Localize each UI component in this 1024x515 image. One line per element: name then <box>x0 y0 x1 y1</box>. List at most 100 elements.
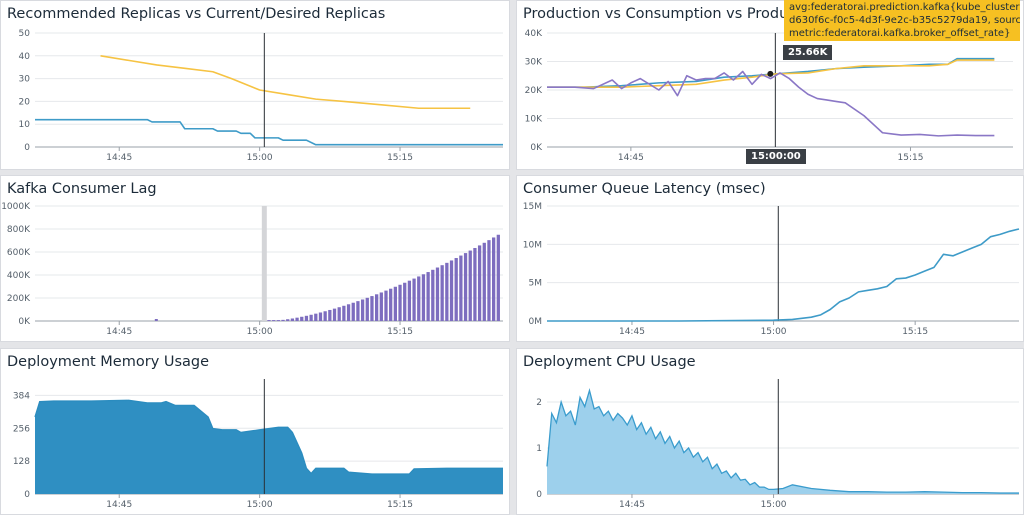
lag-bar <box>449 260 454 321</box>
x-tick-label: 15:00 <box>247 153 273 163</box>
tooltip-line-3: metric:federatorai.kafka.broker_offset_r… <box>789 28 1011 39</box>
x-tick-label: 15:15 <box>902 327 928 337</box>
lag-bar <box>459 255 463 321</box>
lag-bar <box>417 276 421 321</box>
highlight-band <box>261 206 267 321</box>
lag-bar <box>286 319 290 321</box>
lag-bar <box>492 237 496 321</box>
memory-panel: Deployment Memory Usage 0 128 256 384 14:45 1… <box>0 348 510 515</box>
lag-bar <box>487 240 491 321</box>
latency-chart[interactable]: 0M 5M 10M 15M 14:45 15:00 15:15 <box>517 176 1024 342</box>
hover-value-tag: 25.66K <box>783 45 833 60</box>
x-tick-label: 14:45 <box>619 500 645 510</box>
lag-bar <box>328 309 332 321</box>
y-tick-label: 400K <box>7 271 31 281</box>
lag-bar <box>304 315 309 321</box>
latency-title: Consumer Queue Latency (msec) <box>523 181 766 197</box>
lag-bar <box>314 313 318 321</box>
x-tick-label: 15:00 <box>761 327 787 337</box>
y-tick-label: 15M <box>523 202 542 212</box>
cpu-chart[interactable]: 0 1 2 14:45 15:00 <box>517 349 1024 515</box>
x-tick-label: 15:15 <box>898 153 924 163</box>
lag-bar <box>365 297 369 321</box>
y-tick-label: 0K <box>18 317 31 327</box>
lag-bar <box>403 282 407 321</box>
y-tick-label: 1 <box>536 444 542 454</box>
lag-bar <box>375 294 379 321</box>
y-tick-label: 5M <box>529 279 543 289</box>
lag-bar <box>389 288 393 321</box>
lag-bar <box>281 319 285 321</box>
lag-bar <box>360 299 365 321</box>
y-tick-label: 0K <box>530 143 543 153</box>
lag-chart[interactable]: 0K 200K 400K 600K 800K 1000K 14:45 15:00 15:15 <box>1 176 510 342</box>
lag-bar <box>440 265 444 321</box>
lag-bar <box>473 248 477 321</box>
lag-bar <box>276 320 280 321</box>
y-tick-label: 1000K <box>1 202 31 212</box>
lag-bar <box>468 250 472 321</box>
lag-bar <box>295 317 299 321</box>
lag-bar <box>346 304 351 321</box>
memory-chart[interactable]: 0 128 256 384 14:45 15:00 15:15 <box>1 349 510 515</box>
hover-time-tag: 15:00:00 <box>746 149 806 164</box>
lag-bar <box>290 318 295 321</box>
production-title: Production vs Consumption vs Production <box>523 6 825 22</box>
lag-bar <box>431 269 435 321</box>
x-tick-label: 15:15 <box>387 327 413 337</box>
y-tick-label: 384 <box>13 391 30 401</box>
series-line-2 <box>547 59 995 88</box>
lag-bar <box>342 305 346 321</box>
y-tick-label: 0 <box>24 490 30 500</box>
lag-bar <box>435 267 440 321</box>
lag-bar <box>496 234 500 321</box>
series-line-2 <box>35 118 503 146</box>
lag-bar <box>454 258 458 321</box>
lag-bar <box>356 301 360 321</box>
lag-title: Kafka Consumer Lag <box>7 181 157 197</box>
lag-bar <box>426 272 430 321</box>
y-tick-label: 40K <box>525 29 543 39</box>
x-tick-label: 15:00 <box>247 500 273 510</box>
replicas-title: Recommended Replicas vs Current/Desired … <box>7 6 386 22</box>
lag-bar <box>370 296 374 321</box>
lag-bar <box>412 278 416 321</box>
lag-bar <box>463 253 468 321</box>
y-tick-label: 50 <box>19 29 31 39</box>
x-tick-label: 14:45 <box>106 327 132 337</box>
series-tooltip: avg:federatorai.prediction.kafka{kube_cl… <box>784 0 1020 41</box>
area-line <box>34 399 503 475</box>
lag-bar <box>351 302 355 321</box>
y-tick-label: 10K <box>525 115 543 125</box>
x-tick-label: 15:00 <box>761 500 787 510</box>
y-tick-label: 20 <box>19 97 31 107</box>
y-tick-label: 10 <box>19 120 31 130</box>
hover-point <box>767 70 774 77</box>
y-tick-label: 30K <box>525 58 543 68</box>
x-tick-label: 15:15 <box>387 500 413 510</box>
y-tick-label: 600K <box>7 248 31 258</box>
lag-bar <box>398 284 402 321</box>
area-line <box>546 388 1019 494</box>
lag-bar <box>154 319 158 321</box>
lag-bar <box>272 320 276 321</box>
series-line-3 <box>547 70 995 137</box>
memory-title: Deployment Memory Usage <box>7 354 210 370</box>
lag-bar <box>407 280 412 321</box>
y-tick-label: 256 <box>13 424 30 434</box>
y-tick-label: 10M <box>523 240 542 250</box>
x-tick-label: 15:00 <box>247 327 273 337</box>
tooltip-line-1: avg:federatorai.prediction.kafka{kube_cl… <box>789 2 1020 13</box>
replicas-panel: Recommended Replicas vs Current/Desired … <box>0 0 510 170</box>
lag-bar <box>393 286 397 321</box>
x-tick-label: 14:45 <box>619 327 645 337</box>
y-tick-label: 0 <box>24 143 30 153</box>
x-tick-label: 15:15 <box>387 153 413 163</box>
lag-bar <box>337 307 341 321</box>
lag-bar <box>300 316 304 321</box>
cpu-panel: Deployment CPU Usage 0 1 2 14:45 15:00 <box>516 348 1024 515</box>
y-tick-label: 40 <box>19 52 31 62</box>
production-chart[interactable]: 0K 10K 20K 30K 40K 14:45 15:15 <box>517 1 1024 170</box>
replicas-chart[interactable]: 0 10 20 30 40 50 14:45 15:00 15:15 <box>1 1 510 170</box>
x-tick-label: 14:45 <box>618 153 644 163</box>
